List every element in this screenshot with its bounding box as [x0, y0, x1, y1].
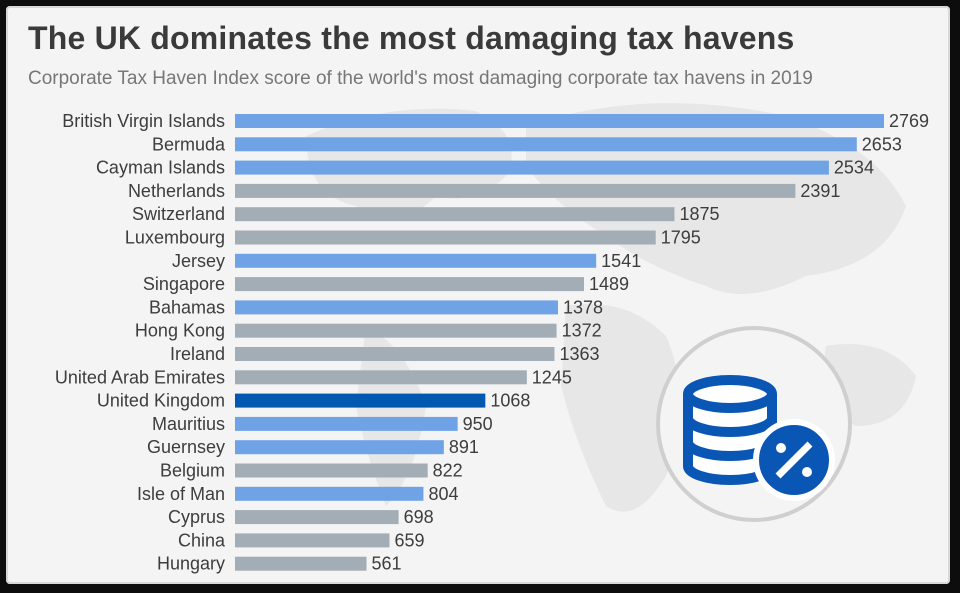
- bar: [235, 370, 527, 385]
- coins-percent-icon: [656, 326, 852, 522]
- chart-subtitle: Corporate Tax Haven Index score of the w…: [28, 68, 813, 89]
- value-label: 950: [463, 414, 493, 434]
- value-label: 2534: [834, 158, 874, 178]
- bar: [235, 463, 428, 478]
- bar: [235, 230, 656, 245]
- category-label: Netherlands: [128, 181, 225, 201]
- category-label: Guernsey: [147, 437, 225, 457]
- bar: [235, 277, 584, 292]
- bar: [235, 300, 558, 315]
- category-label: United Kingdom: [97, 391, 225, 411]
- value-label: 1541: [601, 251, 641, 271]
- bar: [235, 416, 458, 431]
- bar: [235, 207, 675, 222]
- bar: [235, 160, 829, 175]
- category-label: Luxembourg: [125, 228, 225, 248]
- category-label: British Virgin Islands: [62, 111, 225, 131]
- value-label: 891: [449, 437, 479, 457]
- category-label: Jersey: [172, 251, 225, 271]
- category-label: Ireland: [170, 344, 225, 364]
- value-label: 1068: [490, 391, 530, 411]
- bar-chart: British Virgin Islands 2769 Bermuda 2653 Cay…: [55, 111, 929, 574]
- bar: [235, 440, 444, 455]
- value-label: 822: [433, 461, 463, 481]
- value-label: 659: [394, 530, 424, 550]
- category-label: Switzerland: [132, 204, 225, 224]
- value-label: 1875: [679, 204, 719, 224]
- category-label: Cayman Islands: [96, 158, 225, 178]
- category-label: Hong Kong: [135, 321, 225, 341]
- category-label: Hungary: [157, 554, 225, 574]
- value-label: 698: [404, 507, 434, 527]
- category-label: Singapore: [143, 274, 225, 294]
- bar: [235, 347, 555, 361]
- category-label: Bahamas: [149, 297, 225, 317]
- category-label: Bermuda: [152, 134, 226, 154]
- bar: [235, 533, 390, 548]
- category-label: Isle of Man: [137, 484, 225, 504]
- value-label: 2769: [889, 111, 929, 131]
- category-label: United Arab Emirates: [55, 367, 225, 387]
- bar: [235, 510, 399, 525]
- bar: [235, 323, 557, 338]
- category-label: Belgium: [160, 461, 225, 481]
- value-label: 561: [371, 554, 401, 574]
- category-label: China: [178, 530, 226, 550]
- value-label: 1378: [563, 297, 603, 317]
- bar: [235, 556, 367, 571]
- category-label: Mauritius: [152, 414, 225, 434]
- bar: [235, 253, 597, 268]
- bar: [235, 486, 424, 501]
- value-label: 1372: [562, 321, 602, 341]
- value-label: 1795: [661, 228, 701, 248]
- bar: [235, 393, 486, 408]
- value-label: 2653: [862, 134, 902, 154]
- bar: [235, 114, 884, 128]
- value-label: 2391: [800, 181, 840, 201]
- bar: [235, 183, 796, 198]
- value-label: 1245: [532, 367, 572, 387]
- value-label: 1363: [559, 344, 599, 364]
- category-label: Cyprus: [168, 507, 225, 527]
- infographic-frame: The UK dominates the most damaging tax h…: [6, 6, 950, 584]
- bar: [235, 137, 857, 152]
- chart-title: The UK dominates the most damaging tax h…: [28, 20, 795, 56]
- value-label: 804: [428, 484, 458, 504]
- value-label: 1489: [589, 274, 629, 294]
